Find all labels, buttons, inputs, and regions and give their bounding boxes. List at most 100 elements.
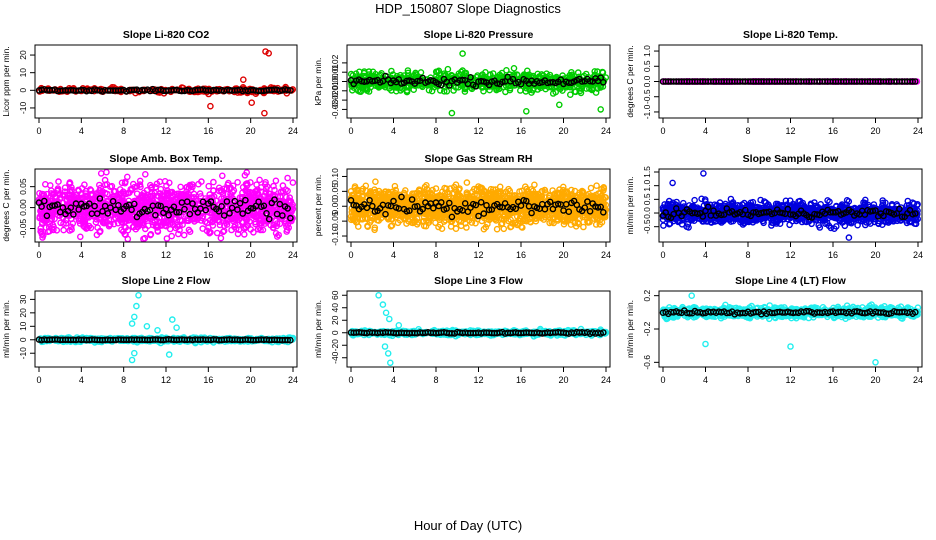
scatter-point [503,67,510,74]
y-tick-label: 10 [18,68,28,78]
x-tick-label: 12 [161,250,171,260]
x-tick-label: 12 [161,126,171,136]
outlier-point [459,50,466,57]
y-axis-label: ml/min per min. [625,176,635,234]
scatter-point [256,176,263,184]
scatter-point [272,177,280,185]
x-tick-label: 16 [203,126,213,136]
scatter-point [47,182,54,189]
scatter-point [218,172,226,180]
x-tick-label: 16 [516,126,526,136]
y-tick-label: -0.03 [330,99,340,119]
scatter-point [461,69,468,77]
y-tick-label: 0.02 [330,54,340,71]
scatter-point [517,87,524,94]
scatter-point [599,69,607,76]
scatter-point [103,168,110,176]
x-tick-label: 0 [348,126,353,136]
x-tick-label: 20 [870,126,880,136]
mean-point [499,78,506,86]
scatter-point [513,71,521,78]
x-tick-label: 16 [516,250,526,260]
mean-point [536,79,543,87]
mean-point [467,74,474,81]
y-tick-label: 20 [18,50,28,60]
mean-series [347,72,607,90]
mean-point [419,74,427,82]
scatter-point [199,225,206,232]
outlier-point [556,101,563,109]
mean-point [284,86,292,94]
scatter-point [387,87,395,94]
scatter-point [77,233,84,241]
x-tick-label: 4 [79,250,84,260]
x-tick-label: 4 [391,126,396,136]
scatter-point [463,179,471,186]
mean-series [35,85,294,95]
scatter-point [404,69,412,77]
x-tick-label: 0 [660,126,665,136]
panel-title: Slope Li-820 Temp. [743,29,838,41]
scatter-point [587,184,595,192]
mean-point [414,77,421,85]
scatter-point [428,87,436,95]
scatter-point [586,85,593,92]
outlier-point [523,108,530,115]
y-tick-label: -0.5 [642,89,652,104]
x-tick-label: 24 [288,250,298,260]
scatter-point [434,68,441,75]
x-tick-label: 4 [391,250,396,260]
y-axis-label: degrees C per min. [1,169,11,241]
x-tick-label: 20 [246,250,256,260]
panel-3: Slope Li-820 Temp.degrees C per min.0 4 8 1… [625,29,923,136]
mean-point [427,77,435,84]
scatter-point [510,65,518,72]
scatter-point [360,68,368,75]
x-tick-label: 8 [745,126,750,136]
x-tick-label: 4 [703,126,708,136]
mean-point [287,87,294,94]
panel-4: Slope Amb. Box Temp.degrees C per min.0 4… [1,153,298,260]
y-axis-label: percent per min. [313,175,323,236]
scatter-point [549,90,557,97]
scatter-point [348,87,356,94]
scatter-point [352,70,360,77]
x-tick-label: 12 [473,126,483,136]
x-tick-label: 0 [36,126,41,136]
mean-point [586,77,594,85]
mean-point [517,80,525,88]
scatter-point [559,87,566,94]
x-tick-label: 8 [121,126,126,136]
scatter-point [60,226,67,234]
x-tick-label: 20 [246,126,256,136]
outlier-point [207,102,214,110]
scatter-point [210,178,217,186]
y-axis-label: degrees C per min. [625,45,635,117]
y-tick-label: 0.10 [330,168,340,185]
x-tick-label: 8 [433,250,438,260]
panel-title: Slope Li-820 Pressure [424,29,534,41]
scatter-point [234,178,241,186]
outlier-point [239,76,247,83]
scatter-point [141,170,149,178]
outlier-point [448,109,456,117]
scatter-point [205,182,212,190]
scatter-point [593,182,600,189]
y-tick-label: -1.0 [642,104,652,119]
scatter-point [177,183,184,191]
scatter-point [534,70,542,78]
mean-point [578,78,586,85]
x-tick-label: 12 [473,250,483,260]
y-tick-label: 0.5 [642,60,652,72]
x-tick-label: 8 [433,126,438,136]
scatter-point [574,69,582,76]
scatter-point [493,225,501,233]
y-tick-label: 0.0 [642,75,652,87]
x-tick-label: 4 [79,126,84,136]
scatter-point [461,88,469,95]
scatter-point [592,89,600,96]
scatter-point [359,81,367,89]
